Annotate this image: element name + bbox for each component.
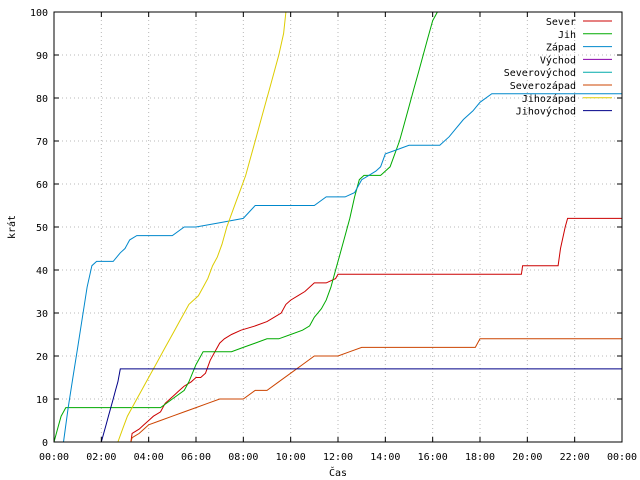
x-tick-label: 22:00 xyxy=(560,452,590,463)
x-tick-label: 06:00 xyxy=(181,452,211,463)
legend-label: Severozápad xyxy=(510,80,576,92)
x-axis-label: Čas xyxy=(329,466,347,479)
legend-label: Východ xyxy=(540,54,576,66)
series-line-2 xyxy=(53,11,438,443)
y-tick-label: 50 xyxy=(36,223,48,234)
y-axis-label: krát xyxy=(6,215,18,239)
x-tick-label: 20:00 xyxy=(512,452,542,463)
axis-ticks: 0 10 20 30 40 50 60 70 80 90 100 00:00 02:00 04:00 06:… xyxy=(30,8,637,463)
legend-label: Sever xyxy=(546,17,576,28)
x-tick-label: 16:00 xyxy=(418,452,448,463)
y-tick-label: 80 xyxy=(36,94,48,105)
x-tick-label: 00:00 xyxy=(39,452,69,463)
series-line-7 xyxy=(117,11,287,443)
x-tick-label: 04:00 xyxy=(134,452,164,463)
x-tick-label: 14:00 xyxy=(370,452,400,463)
x-tick-label: 12:00 xyxy=(323,452,353,463)
x-tick-label: 00:00 xyxy=(607,452,637,463)
series-line-8 xyxy=(100,368,622,443)
series-lines xyxy=(53,11,622,443)
y-tick-label: 20 xyxy=(36,352,48,363)
y-tick-label: 40 xyxy=(36,266,48,277)
y-tick-label: 10 xyxy=(36,395,48,406)
x-tick-label: 08:00 xyxy=(228,452,258,463)
legend: Sever JihZápadVýchodSeverovýchodSeverozáp… xyxy=(504,17,612,118)
x-tick-label: 10:00 xyxy=(276,452,306,463)
x-tick-label: 18:00 xyxy=(465,452,495,463)
y-tick-label: 60 xyxy=(36,180,48,191)
legend-label: Západ xyxy=(546,42,576,54)
legend-label: Jihozápad xyxy=(522,93,576,105)
y-tick-label: 70 xyxy=(36,137,48,148)
legend-label: Jih xyxy=(558,30,576,41)
y-tick-label: 0 xyxy=(42,438,48,449)
y-tick-label: 30 xyxy=(36,309,48,320)
y-tick-label: 90 xyxy=(36,51,48,62)
legend-label: Severovýchod xyxy=(504,67,576,79)
series-line-3 xyxy=(63,93,622,443)
legend-label: Jihovýchod xyxy=(516,106,576,118)
series-line-1 xyxy=(130,217,622,443)
y-tick-label: 100 xyxy=(30,8,48,19)
x-tick-label: 02:00 xyxy=(86,452,116,463)
series-line-6 xyxy=(130,338,622,443)
